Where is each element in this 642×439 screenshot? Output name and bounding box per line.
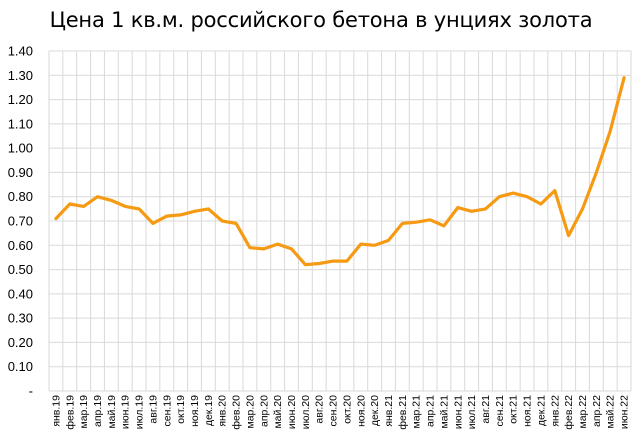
x-tick-label: сен.20 [328, 395, 340, 427]
x-tick-label: авг.19 [147, 395, 159, 424]
x-tick-label: дек.19 [203, 395, 215, 426]
x-tick-label: янв.22 [549, 395, 561, 427]
x-tick-label: фев.22 [563, 395, 575, 430]
x-axis-labels: янв.19 фев.19 мар.19 апр.19 май.19 июн.19 июл.… [50, 395, 630, 430]
y-tick-label: 0.50 [8, 262, 33, 277]
x-tick-label: май.19 [106, 395, 118, 429]
y-tick-label: 1.00 [8, 141, 33, 156]
x-tick-label: мар.20 [244, 395, 256, 429]
x-tick-label: май.20 [272, 395, 284, 429]
data-series-line [54, 76, 626, 267]
x-tick-label: окт.19 [175, 395, 187, 424]
x-tick-label: янв.19 [50, 395, 62, 427]
x-tick-label: июл.20 [300, 395, 312, 429]
x-tick-label: дек.21 [535, 395, 547, 426]
x-tick-label: июл.21 [466, 395, 478, 429]
x-tick-label: окт.20 [341, 395, 353, 424]
y-tick-label: - [29, 384, 33, 399]
x-tick-label: дек.20 [369, 395, 381, 426]
x-tick-label: апр.21 [425, 395, 437, 427]
x-tick-label: фев.20 [231, 395, 243, 430]
x-tick-label: окт.21 [508, 395, 520, 424]
y-tick-label: 0.40 [8, 286, 33, 301]
y-axis-labels: - 0.10 0.20 0.30 0.40 0.50 0.60 0.70 0.80 0.90 1.0… [8, 44, 33, 399]
x-tick-label: мар.22 [577, 395, 589, 429]
x-tick-label: мар.21 [411, 395, 423, 429]
x-tick-label: июн.22 [619, 395, 631, 429]
chart-title: Цена 1 кв.м. российского бетона в унциях… [49, 8, 593, 32]
y-tick-label: 1.10 [8, 116, 33, 131]
x-tick-label: май.22 [605, 395, 617, 429]
x-tick-label: июн.20 [286, 395, 298, 429]
y-tick-label: 0.70 [8, 214, 33, 229]
x-tick-label: ноя.20 [355, 395, 367, 427]
y-tick-label: 0.20 [8, 335, 33, 350]
x-tick-label: июл.19 [134, 395, 146, 429]
y-tick-label: 0.30 [8, 311, 33, 326]
x-tick-label: май.21 [438, 395, 450, 429]
x-tick-label: авг.20 [314, 395, 326, 424]
x-tick-label: апр.19 [92, 395, 104, 427]
x-tick-label: сен.19 [161, 395, 173, 427]
y-tick-label: 0.90 [8, 165, 33, 180]
x-tick-label: сен.21 [494, 395, 506, 427]
y-tick-label: 0.60 [8, 238, 33, 253]
x-tick-label: авг.21 [480, 395, 492, 424]
x-tick-label: мар.19 [78, 395, 90, 429]
x-tick-label: апр.22 [591, 395, 603, 427]
y-tick-label: 0.80 [8, 189, 33, 204]
x-tick-label: ноя.21 [522, 395, 534, 427]
x-tick-label: апр.20 [258, 395, 270, 427]
x-tick-label: янв.21 [383, 395, 395, 427]
y-tick-label: 1.20 [8, 92, 33, 107]
x-tick-label: фев.21 [397, 395, 409, 430]
x-tick-label: янв.20 [217, 395, 229, 427]
y-tick-label: 0.10 [8, 359, 33, 374]
x-tick-label: июн.21 [452, 395, 464, 429]
x-tick-label: июн.19 [120, 395, 132, 429]
y-tick-label: 1.40 [8, 44, 33, 59]
y-tick-label: 1.30 [8, 68, 33, 83]
gridlines [48, 50, 632, 392]
x-tick-label: ноя.19 [189, 395, 201, 427]
x-tick-label: фев.19 [64, 395, 76, 430]
